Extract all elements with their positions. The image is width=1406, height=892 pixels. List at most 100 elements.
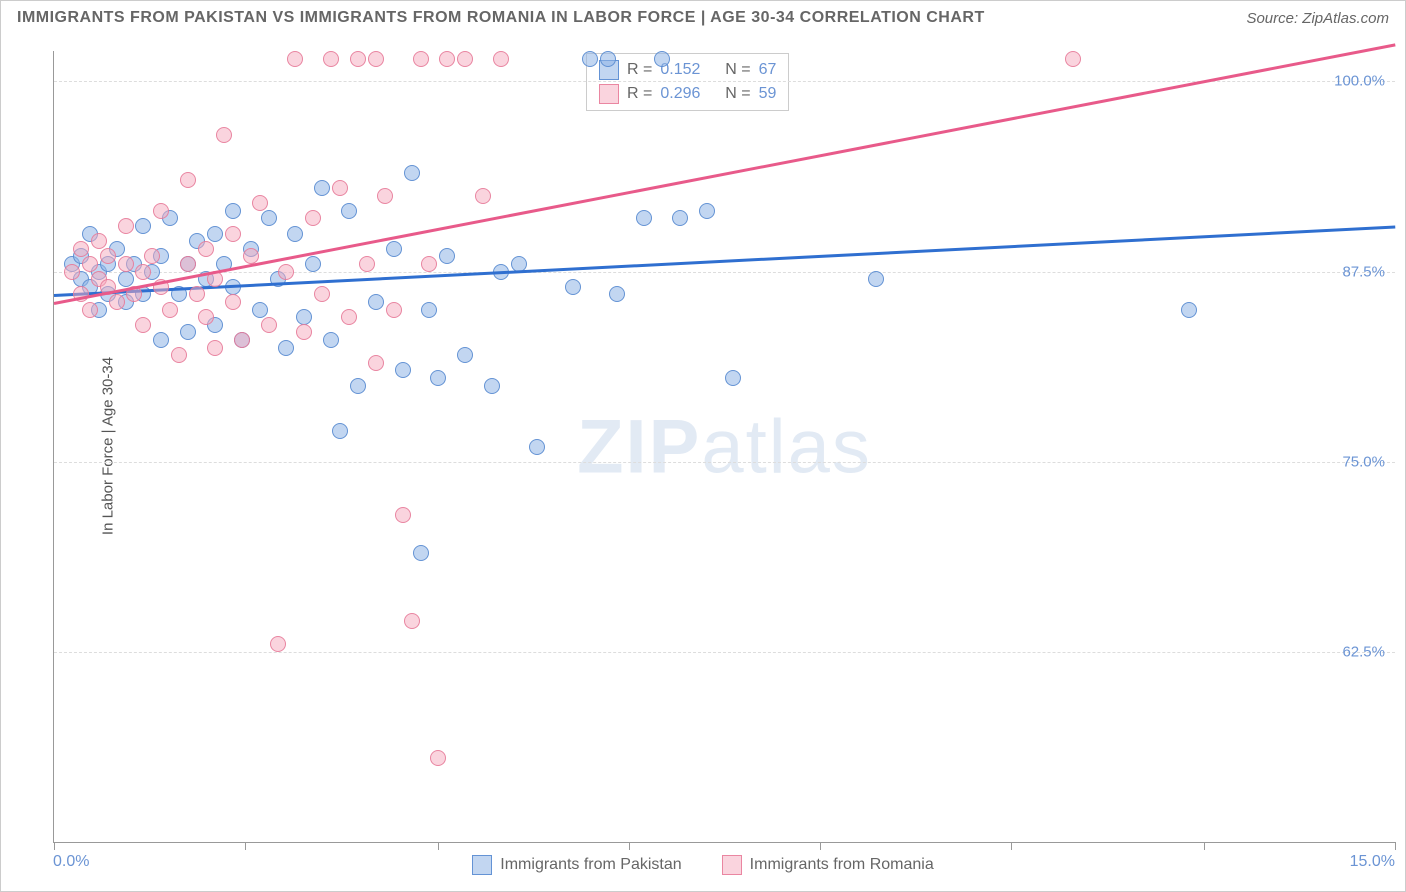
n-prefix: N = [725,85,750,103]
x-tick [1395,842,1396,850]
scatter-point [252,195,268,211]
scatter-point [529,439,545,455]
scatter-point [216,127,232,143]
scatter-point [395,362,411,378]
scatter-point [64,264,80,280]
r-prefix: R = [627,61,652,79]
scatter-point [314,286,330,302]
scatter-point [261,317,277,333]
scatter-point [565,279,581,295]
scatter-point [180,324,196,340]
scatter-point [386,241,402,257]
r-value-romania: 0.296 [660,85,700,103]
scatter-point [386,302,402,318]
y-tick-label: 75.0% [1342,453,1385,470]
scatter-point [225,226,241,242]
scatter-point [82,302,98,318]
scatter-point [180,256,196,272]
scatter-point [439,248,455,264]
scatter-point [493,51,509,67]
scatter-point [368,355,384,371]
chart-container: IMMIGRANTS FROM PAKISTAN VS IMMIGRANTS F… [0,0,1406,892]
watermark-suffix: atlas [701,404,872,489]
scatter-point [484,378,500,394]
scatter-point [341,309,357,325]
scatter-point [323,332,339,348]
scatter-point [118,271,134,287]
legend-label-pakistan: Immigrants from Pakistan [500,856,681,874]
scatter-point [153,203,169,219]
scatter-point [368,294,384,310]
scatter-point [296,324,312,340]
scatter-point [421,302,437,318]
gridline-h [54,462,1395,463]
scatter-point [180,172,196,188]
scatter-point [73,241,89,257]
scatter-point [636,210,652,226]
scatter-point [672,210,688,226]
scatter-point [278,340,294,356]
scatter-point [118,218,134,234]
legend-row-romania: R = 0.296 N = 59 [599,82,776,106]
scatter-point [421,256,437,272]
scatter-point [350,378,366,394]
scatter-point [82,256,98,272]
watermark: ZIPatlas [577,403,872,490]
scatter-point [270,636,286,652]
scatter-point [430,750,446,766]
scatter-point [287,226,303,242]
scatter-point [699,203,715,219]
scatter-point [413,545,429,561]
scatter-point [100,248,116,264]
scatter-point [91,233,107,249]
scatter-point [377,188,393,204]
n-prefix: N = [725,61,750,79]
scatter-point [368,51,384,67]
watermark-prefix: ZIP [577,404,701,489]
gridline-h [54,272,1395,273]
legend-item-romania: Immigrants from Romania [722,855,934,875]
scatter-point [609,286,625,302]
scatter-point [109,294,125,310]
scatter-point [1181,302,1197,318]
scatter-point [725,370,741,386]
scatter-point [261,210,277,226]
y-tick-label: 87.5% [1342,263,1385,280]
scatter-point [162,302,178,318]
scatter-point [314,180,330,196]
scatter-point [439,51,455,67]
n-value-pakistan: 67 [759,61,777,79]
x-tick [1204,842,1205,850]
x-tick [629,842,630,850]
scatter-point [305,210,321,226]
scatter-point [1065,51,1081,67]
y-tick-label: 100.0% [1334,73,1385,90]
scatter-point [413,51,429,67]
scatter-point [135,218,151,234]
scatter-point [305,256,321,272]
swatch-blue [472,855,492,875]
scatter-point [475,188,491,204]
x-tick [1011,842,1012,850]
scatter-point [359,256,375,272]
scatter-point [189,286,205,302]
scatter-point [153,332,169,348]
scatter-point [296,309,312,325]
x-tick [54,842,55,850]
legend-label-romania: Immigrants from Romania [750,856,934,874]
scatter-point [278,264,294,280]
source-label: Source: ZipAtlas.com [1246,10,1389,27]
gridline-h [54,652,1395,653]
scatter-point [323,51,339,67]
scatter-point [457,51,473,67]
scatter-point [457,347,473,363]
scatter-point [135,317,151,333]
x-tick [438,842,439,850]
scatter-point [332,423,348,439]
scatter-point [395,507,411,523]
x-tick [820,842,821,850]
scatter-point [252,302,268,318]
swatch-pink [599,84,619,104]
n-value-romania: 59 [759,85,777,103]
title-bar: IMMIGRANTS FROM PAKISTAN VS IMMIGRANTS F… [1,1,1405,35]
